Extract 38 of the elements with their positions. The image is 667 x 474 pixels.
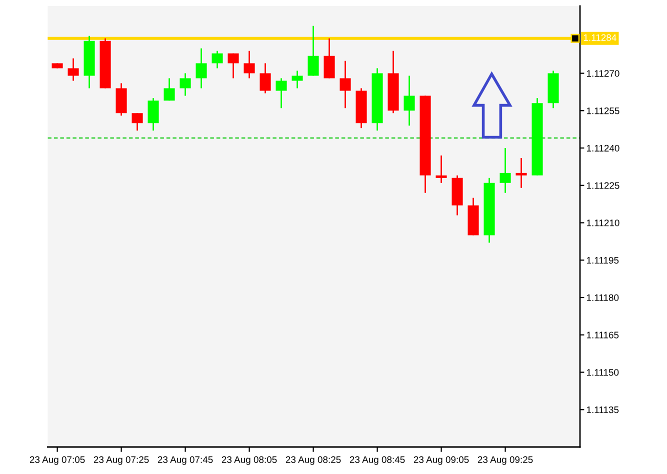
x-tick-label: 23 Aug 08:45 bbox=[350, 456, 405, 465]
candlestick bbox=[260, 62, 271, 94]
candlestick bbox=[164, 78, 175, 102]
candlestick bbox=[132, 112, 143, 132]
x-tick-label: 23 Aug 08:05 bbox=[222, 456, 277, 465]
y-tick-label: 1.11225 bbox=[586, 182, 620, 189]
y-tick-label: 1.11195 bbox=[586, 256, 619, 264]
candlestick bbox=[404, 75, 415, 126]
y-tick-label: 1.11240 bbox=[586, 144, 620, 152]
candlestick bbox=[324, 38, 335, 79]
candlestick bbox=[308, 25, 319, 76]
ref-line-label: 1.11284 bbox=[584, 34, 616, 41]
candlestick bbox=[212, 50, 223, 69]
y-tick-label: 1.11165 bbox=[586, 332, 619, 338]
candlestick bbox=[276, 78, 287, 109]
candlestick bbox=[196, 48, 207, 89]
candlestick bbox=[436, 154, 447, 184]
x-tick-label: 23 Aug 09:05 bbox=[414, 456, 469, 465]
x-tick-label: 23 Aug 07:05 bbox=[30, 456, 85, 465]
candlestick bbox=[516, 157, 527, 189]
candlestick bbox=[148, 97, 159, 132]
candlestick bbox=[292, 70, 303, 89]
y-tick-label: 1.11180 bbox=[586, 294, 619, 302]
y-tick-label: 1.11135 bbox=[586, 406, 619, 414]
y-tick-label: 1.11255 bbox=[586, 107, 620, 114]
candlestick bbox=[500, 147, 511, 194]
candlestick bbox=[68, 58, 79, 82]
candlestick bbox=[180, 72, 191, 96]
y-tick-label: 1.11210 bbox=[586, 220, 620, 226]
candlestick bbox=[340, 60, 351, 109]
x-tick-label: 23 Aug 07:25 bbox=[94, 456, 149, 465]
candlestick bbox=[244, 50, 255, 79]
x-tick-label: 23 Aug 09:25 bbox=[478, 456, 533, 465]
y-tick-label: 1.11150 bbox=[586, 369, 619, 376]
x-tick-label: 23 Aug 07:45 bbox=[158, 456, 213, 465]
candlestick bbox=[228, 52, 239, 79]
y-tick-label: 1.11270 bbox=[586, 70, 620, 77]
x-tick-label: 23 Aug 08:25 bbox=[286, 456, 341, 465]
